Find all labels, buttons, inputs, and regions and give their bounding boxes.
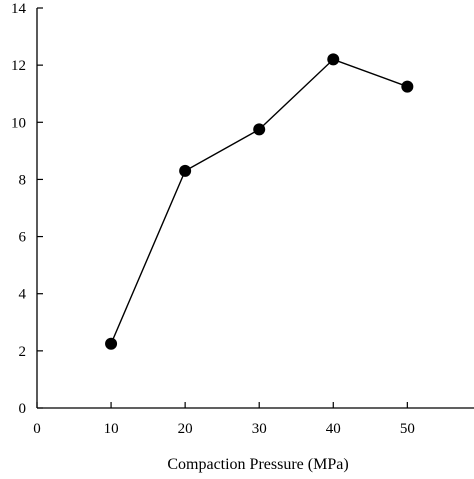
data-point <box>327 53 340 66</box>
x-tick-label: 30 <box>252 421 267 437</box>
y-tick-label: 12 <box>11 58 26 74</box>
data-point <box>253 123 266 136</box>
y-tick-label: 2 <box>19 344 27 360</box>
y-tick-label: 14 <box>11 1 27 17</box>
series-line <box>110 58 408 344</box>
x-tick-label: 0 <box>33 421 41 437</box>
y-tick-label: 10 <box>11 115 26 131</box>
data-point <box>105 337 118 350</box>
y-tick-label: 4 <box>19 287 27 303</box>
x-axis-ticks: 0 10 20 30 40 50 <box>33 402 415 437</box>
y-tick-label: 0 <box>19 401 27 417</box>
x-tick-label: 40 <box>326 421 341 437</box>
x-tick-label: 20 <box>178 421 193 437</box>
data-point <box>179 164 192 177</box>
y-axis-ticks: 0 2 4 6 8 10 12 14 <box>11 1 43 417</box>
x-tick-label: 50 <box>400 421 415 437</box>
data-series <box>105 53 414 350</box>
axes <box>36 8 474 409</box>
x-tick-label: 10 <box>104 421 119 437</box>
x-axis-title: Compaction Pressure (MPa) <box>167 456 348 473</box>
data-point <box>401 80 414 93</box>
y-tick-label: 6 <box>19 230 27 246</box>
y-tick-label: 8 <box>19 172 27 188</box>
